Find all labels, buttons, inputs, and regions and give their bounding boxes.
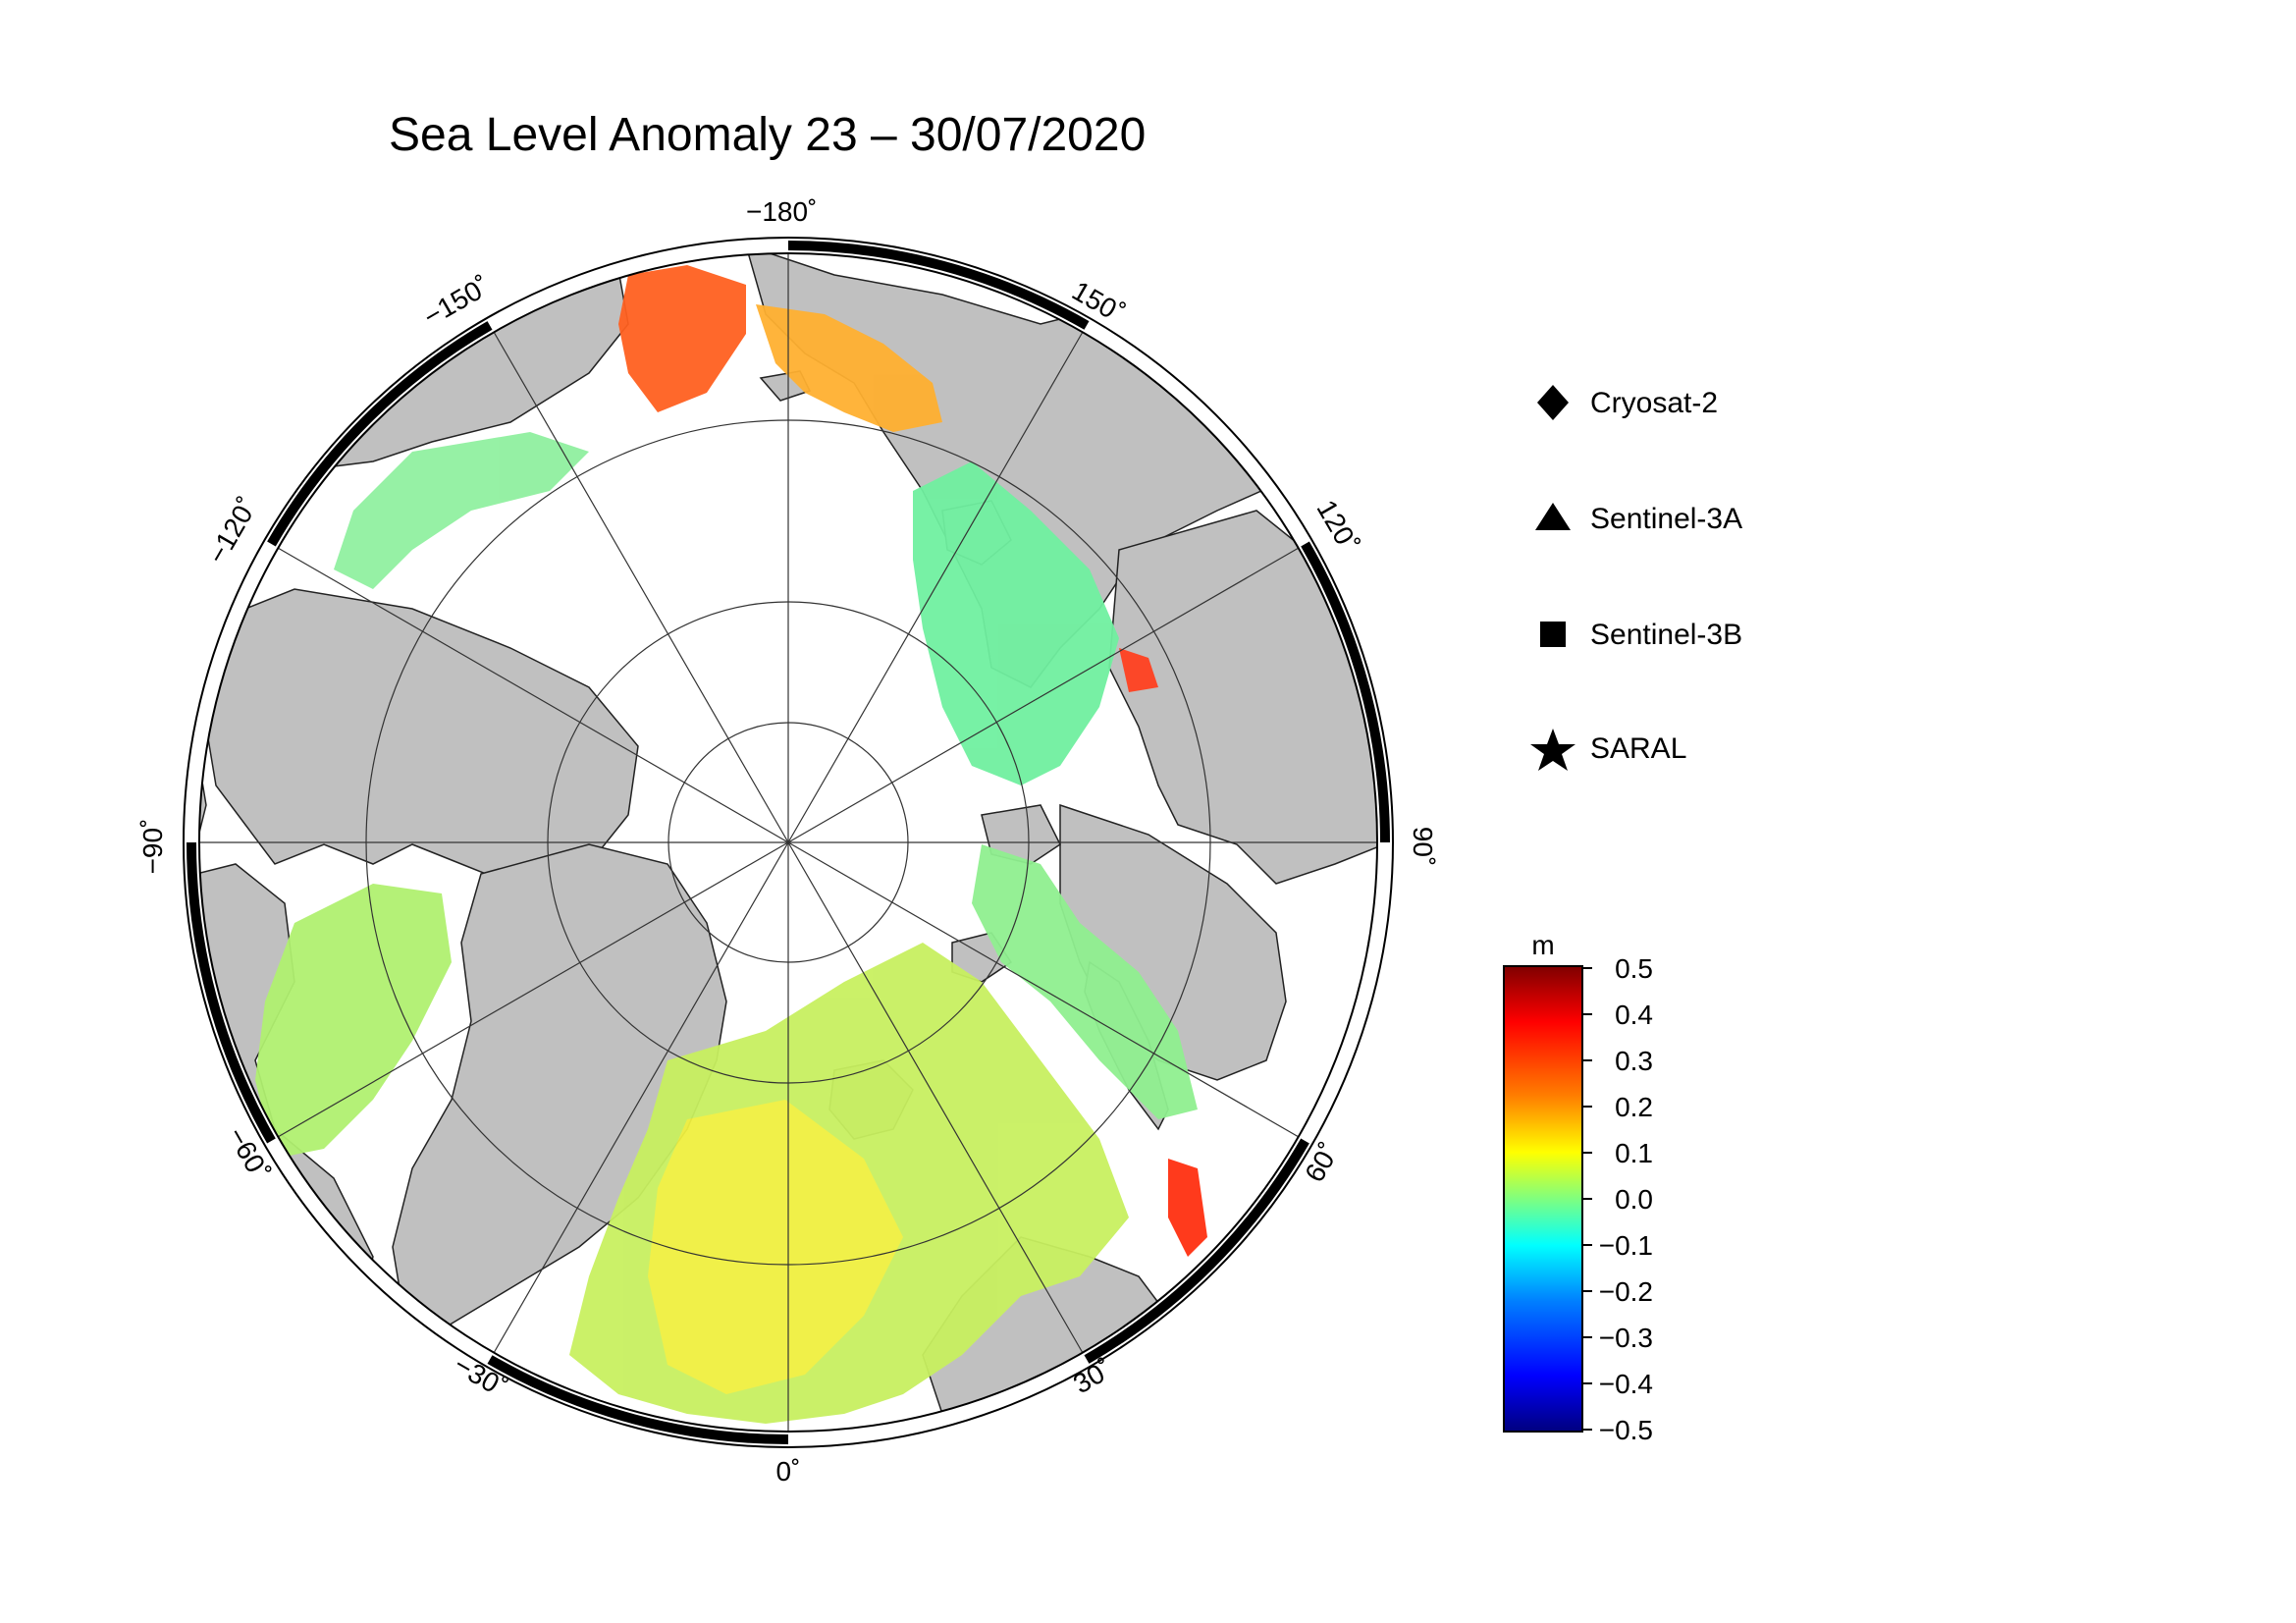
- legend: Cryosat-2 Sentinel-3A Sentinel-3B SARAL: [1530, 385, 1742, 771]
- lon-label-neg150: −150˚: [418, 270, 495, 332]
- anomaly-data: [255, 265, 1207, 1424]
- colorbar: m 0.5 0.4 0.3 0.2 0.1 0.0 −0.1 −0.2 −0.3 −0.4 −0.5: [1503, 930, 1653, 1445]
- anomaly-chukchi: [618, 265, 746, 412]
- lon-label-0: 0˚: [776, 1456, 801, 1487]
- anomaly-laptev-red: [1119, 648, 1158, 692]
- anomaly-laptev: [913, 461, 1119, 785]
- frame-segment: [187, 842, 276, 1144]
- legend-item-sentinel3a: Sentinel-3A: [1535, 503, 1742, 535]
- map-body: [199, 253, 1377, 1432]
- colorbar-tick-label: −0.4: [1599, 1369, 1653, 1399]
- legend-label-sentinel3b: Sentinel-3B: [1590, 619, 1742, 651]
- legend-item-sentinel3b: Sentinel-3B: [1540, 619, 1742, 651]
- anomaly-baffin: [255, 884, 452, 1159]
- frame-segment: [1301, 541, 1390, 842]
- figure-title: Sea Level Anomaly 23 – 30/07/2020: [389, 109, 1147, 161]
- lon-label-30: 30˚: [1068, 1353, 1118, 1399]
- legend-item-cryosat: Cryosat-2: [1537, 385, 1718, 420]
- anomaly-atlantic-yellow: [648, 1100, 903, 1394]
- legend-item-saral: SARAL: [1530, 729, 1686, 771]
- anomaly-beaufort: [334, 432, 589, 589]
- colorbar-tick-label: 0.2: [1615, 1092, 1653, 1122]
- colorbar-gradient: [1503, 965, 1583, 1433]
- map-border-outer: [183, 237, 1394, 1448]
- colorbar-tick-label: 0.4: [1615, 1000, 1653, 1030]
- map-border-inner: [198, 252, 1378, 1433]
- colorbar-tick-label: 0.3: [1615, 1046, 1653, 1076]
- lon-label-neg180: −180˚: [746, 196, 817, 227]
- graticule: [199, 253, 1377, 1432]
- diamond-icon: [1537, 385, 1569, 420]
- land-greenland: [392, 843, 727, 1336]
- legend-label-sentinel3a: Sentinel-3A: [1590, 503, 1742, 535]
- colorbar-ticks: 0.5 0.4 0.3 0.2 0.1 0.0 −0.1 −0.2 −0.3 −0.4 −0.5: [1582, 953, 1653, 1445]
- lon-label-neg90: −90˚: [137, 819, 168, 875]
- map-frame: [187, 241, 1390, 1444]
- frame-segment: [487, 1355, 788, 1444]
- colorbar-tick-label: −0.3: [1599, 1323, 1653, 1353]
- triangle-icon: [1535, 503, 1571, 530]
- star-icon: [1530, 729, 1575, 771]
- legend-label-saral: SARAL: [1590, 732, 1686, 765]
- colorbar-tick-label: −0.1: [1599, 1230, 1653, 1261]
- longitude-labels: −180˚ 150˚ 120˚ 90˚ 60˚ 30˚ 0˚ −30˚ −60˚…: [137, 196, 1438, 1487]
- colorbar-tick-label: 0.5: [1615, 953, 1653, 984]
- frame-segment: [788, 241, 1090, 330]
- lon-label-120: 120˚: [1310, 495, 1364, 558]
- lon-label-90: 90˚: [1408, 827, 1438, 866]
- colorbar-tick-label: −0.2: [1599, 1276, 1653, 1307]
- anomaly-kara-red: [1168, 1159, 1207, 1257]
- legend-label-cryosat: Cryosat-2: [1590, 387, 1718, 419]
- colorbar-unit: m: [1531, 930, 1554, 960]
- colorbar-tick-label: 0.1: [1615, 1138, 1653, 1168]
- square-icon: [1540, 622, 1566, 647]
- anomaly-kara: [972, 844, 1198, 1119]
- anomaly-east-siberian: [756, 304, 942, 432]
- colorbar-tick-label: −0.5: [1599, 1415, 1653, 1445]
- colorbar-tick-label: 0.0: [1615, 1184, 1653, 1215]
